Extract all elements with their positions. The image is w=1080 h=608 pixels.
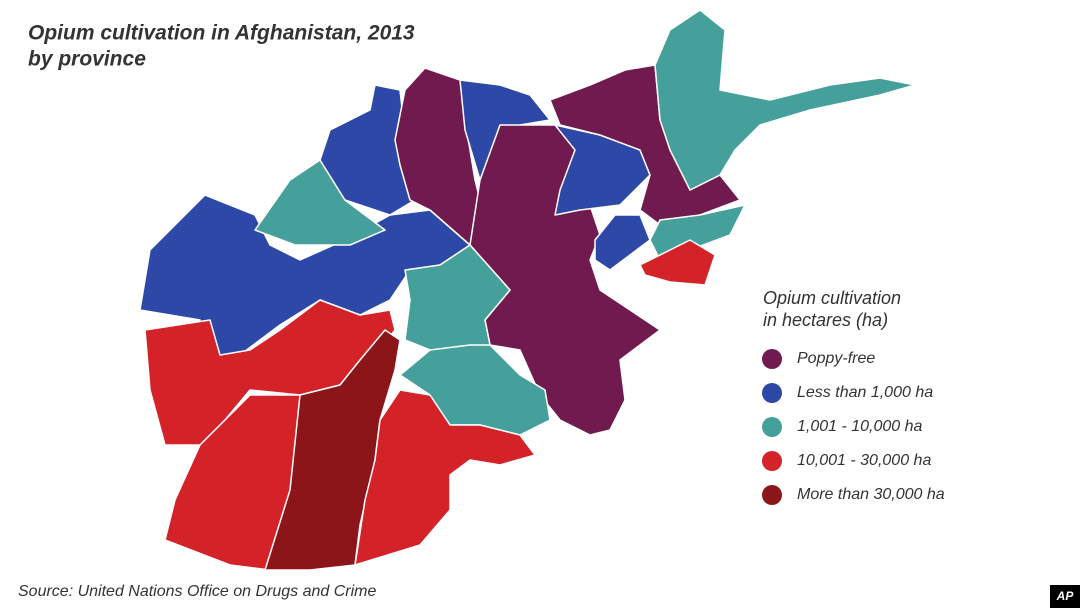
- legend-swatch: [762, 485, 782, 505]
- province: [594, 214, 651, 271]
- title-line: by province: [28, 48, 146, 71]
- legend: Poppy-free Less than 1,000 ha 1,001 - 10,0…: [762, 349, 945, 505]
- credit-box: [1050, 585, 1080, 608]
- province: [254, 159, 386, 246]
- legend-title: Opium cultivation: [763, 288, 901, 308]
- source: Source: United Nations Office on Drugs a…: [18, 583, 376, 600]
- credit: AP: [1056, 589, 1075, 603]
- legend-swatch: [762, 383, 782, 403]
- legend-swatch: [762, 417, 782, 437]
- legend-label: Poppy-free: [797, 350, 875, 367]
- title-line: Opium cultivation in Afghanistan, 2013: [28, 22, 415, 45]
- legend-label: 10,001 - 30,000 ha: [797, 452, 931, 469]
- province: [549, 64, 741, 226]
- legend-label: 1,001 - 10,000 ha: [797, 418, 923, 435]
- legend-label: More than 30,000 ha: [797, 486, 945, 503]
- legend-swatch: [762, 451, 782, 471]
- legend-label: Less than 1,000 ha: [797, 384, 933, 401]
- province: [354, 389, 536, 566]
- map: [139, 9, 916, 571]
- province: [654, 9, 916, 191]
- province: [639, 239, 716, 286]
- legend-swatch: [762, 349, 782, 369]
- legend-title: in hectares (ha): [763, 310, 888, 330]
